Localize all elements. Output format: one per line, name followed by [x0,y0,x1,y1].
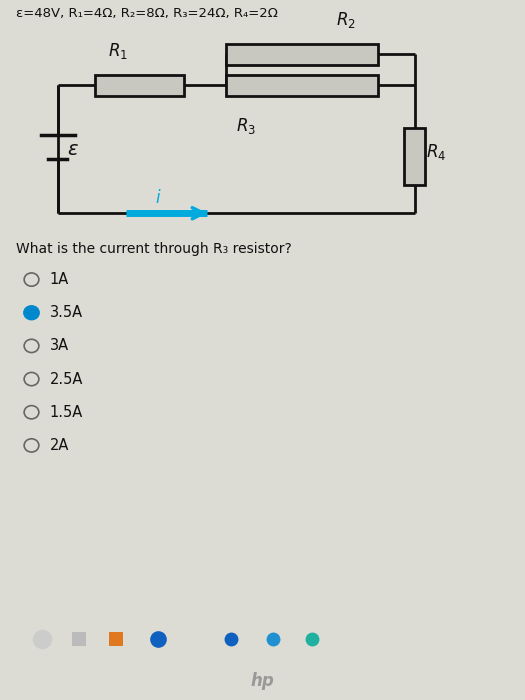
Bar [404,128,425,185]
Text: 1.5A: 1.5A [50,405,83,420]
Bar [94,75,184,96]
Bar [226,75,378,96]
Text: What is the current through R₃ resistor?: What is the current through R₃ resistor? [16,241,291,255]
Text: 3A: 3A [50,338,69,354]
Text: hp: hp [250,672,275,690]
Text: $R_3$: $R_3$ [236,116,256,136]
Circle shape [24,306,39,319]
Text: $R_2$: $R_2$ [336,10,356,30]
Text: $R_1$: $R_1$ [108,41,128,61]
Text: ε=48V, R₁=4Ω, R₂=8Ω, R₃=24Ω, R₄=2Ω: ε=48V, R₁=4Ω, R₂=8Ω, R₃=24Ω, R₄=2Ω [16,7,278,20]
Text: 2A: 2A [50,438,69,453]
Text: $R_4$: $R_4$ [426,141,447,162]
Text: 2.5A: 2.5A [50,372,83,386]
Text: 1A: 1A [50,272,69,287]
Text: $\varepsilon$: $\varepsilon$ [67,140,79,159]
Bar [226,44,378,65]
Text: $i$: $i$ [155,189,161,206]
Text: 3.5A: 3.5A [50,305,83,320]
